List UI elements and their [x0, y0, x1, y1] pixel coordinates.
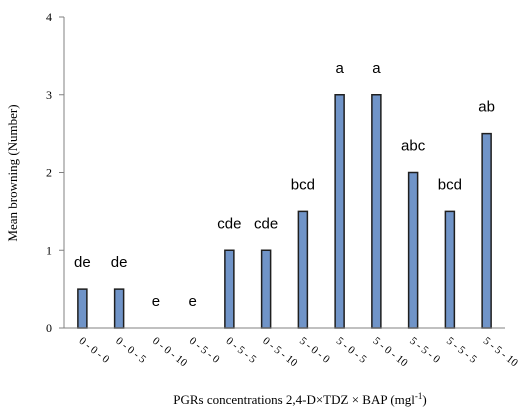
x-tick-label-4: 0 - 5 - 0 [187, 335, 222, 366]
x-axis-title-main: PGRs concentrations 2,4-D×TDZ × BAP (mgl [173, 392, 415, 407]
y-tick-label: 1 [46, 243, 52, 257]
bars [77, 94, 492, 329]
x-tick-label-2: 0 - 0 - 5 [113, 335, 148, 366]
bar-7 [297, 210, 309, 329]
y-axis-title: Mean browning (Number) [5, 104, 20, 241]
bar-11 [444, 210, 456, 329]
y-tick-label: 3 [46, 88, 52, 102]
significance-label-6: cde [254, 215, 278, 232]
significance-label-2: de [111, 254, 128, 271]
x-tick-label-3: 0 - 0 - 10 [150, 335, 190, 370]
significance-label-7: bcd [291, 176, 315, 193]
bar-5 [224, 249, 235, 329]
bar-12 [481, 132, 492, 329]
x-tick-label-9: 5 - 0 - 10 [371, 335, 411, 370]
data-labels: de de e e cde cde bcd a a abc bcd ab [74, 60, 495, 310]
significance-label-12: ab [478, 99, 495, 116]
y-tick-label: 0 [46, 321, 52, 335]
significance-label-1: de [74, 254, 91, 271]
y-tick-label: 2 [46, 166, 52, 180]
x-tick-label-5: 0 - 5 - 5 [224, 335, 259, 366]
x-tick-label-1: 0 - 0 - 0 [77, 335, 112, 366]
significance-label-5: cde [217, 215, 241, 232]
x-tick-label-12: 5 - 5 - 10 [481, 335, 521, 370]
x-axis-title-suffix: ) [422, 392, 426, 407]
x-tick-label-6: 0 - 5 - 10 [260, 335, 300, 370]
significance-label-10: abc [401, 138, 426, 155]
bar-9 [371, 94, 382, 329]
x-axis-title-superscript: -1 [415, 391, 423, 401]
y-tick-label: 4 [46, 10, 52, 24]
significance-label-8: a [335, 60, 344, 77]
bar-6 [260, 249, 272, 329]
bar-2 [113, 288, 125, 329]
y-axis: 0 1 2 3 4 [46, 10, 65, 335]
x-tick-label-11: 5 - 5 - 5 [444, 335, 479, 366]
significance-label-3: e [152, 293, 160, 310]
significance-label-4: e [188, 293, 196, 310]
x-tick-label-10: 5 - 5 - 0 [407, 335, 442, 366]
x-tick-label-8: 5 - 0 - 5 [334, 335, 369, 366]
significance-label-9: a [372, 60, 381, 77]
bar-8 [334, 94, 345, 329]
x-axis-title: PGRs concentrations 2,4-D×TDZ × BAP (mgl… [173, 391, 427, 407]
bar-1 [77, 288, 88, 329]
significance-label-11: bcd [438, 176, 462, 193]
x-tick-label-7: 5 - 0 - 0 [297, 335, 332, 366]
bar-10 [407, 171, 419, 329]
